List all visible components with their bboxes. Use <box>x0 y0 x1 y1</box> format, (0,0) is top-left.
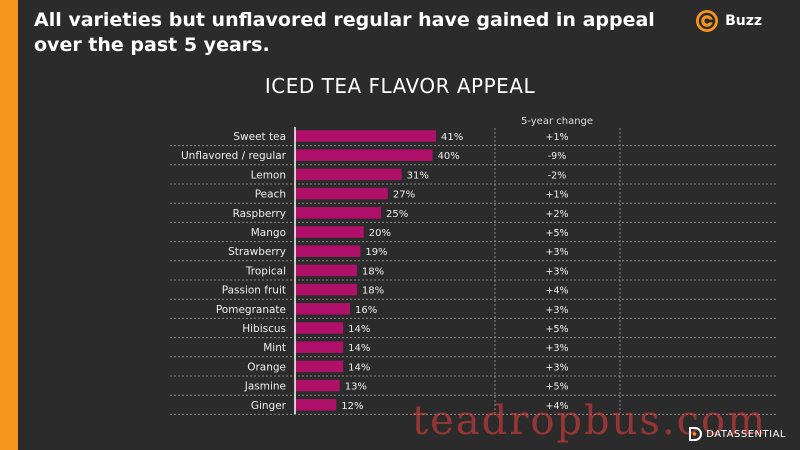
value-label: 19% <box>365 247 387 258</box>
category-label: Raspberry <box>233 208 286 220</box>
chart-title: ICED TEA FLAVOR APPEAL <box>264 74 536 98</box>
bar <box>295 379 340 392</box>
category-label: Peach <box>255 189 286 201</box>
value-label: 31% <box>407 170 429 181</box>
category-label: Jasmine <box>244 381 286 393</box>
category-label: Mint <box>263 342 286 354</box>
value-label: 14% <box>348 362 370 373</box>
change-value: -2% <box>548 170 567 181</box>
footer-logo: DATASSENTIAL <box>688 427 786 441</box>
bar <box>295 399 337 411</box>
change-value: +3% <box>545 362 568 373</box>
bar <box>295 187 388 200</box>
bar <box>295 130 436 142</box>
change-value: +2% <box>545 209 568 220</box>
watermark: teadropbus.com <box>412 398 768 444</box>
bar <box>295 149 433 161</box>
value-label: 27% <box>393 190 415 201</box>
brand: Buzz <box>695 9 762 33</box>
bar <box>295 168 402 181</box>
category-label: Unflavored / regular <box>181 150 287 162</box>
change-value: +1% <box>545 190 568 201</box>
bar <box>295 322 344 334</box>
value-label: 14% <box>348 343 370 354</box>
footer-logo-text: DATASSENTIAL <box>706 428 786 440</box>
category-label: Lemon <box>251 169 286 181</box>
bar <box>295 360 344 373</box>
change-value: -9% <box>548 151 567 162</box>
change-value: +5% <box>545 228 568 239</box>
value-label: 12% <box>341 401 363 412</box>
change-value: +3% <box>545 305 568 316</box>
category-label: Strawberry <box>228 246 286 258</box>
bar <box>295 245 361 257</box>
brand-name: Buzz <box>725 13 762 29</box>
category-label: Pomegranate <box>216 304 286 316</box>
category-label: Mango <box>251 227 286 239</box>
buzz-logo-icon <box>696 10 719 32</box>
category-label: Orange <box>247 361 286 373</box>
change-value: +1% <box>545 132 568 143</box>
category-label: Sweet tea <box>233 131 286 143</box>
category-label: Hibiscus <box>242 323 286 335</box>
change-value: +3% <box>545 247 568 258</box>
bar <box>295 264 357 277</box>
change-value: +3% <box>545 343 568 354</box>
value-label: 16% <box>355 305 377 316</box>
bar <box>295 283 357 296</box>
bar <box>295 303 351 315</box>
bar <box>295 207 381 219</box>
change-column-header: 5-year change <box>521 116 593 127</box>
datassential-logo-icon <box>689 427 703 441</box>
change-value: +5% <box>545 382 568 393</box>
change-value: +4% <box>545 401 568 412</box>
change-value: +4% <box>545 286 568 297</box>
value-label: 14% <box>348 324 370 335</box>
bar <box>295 226 364 238</box>
value-label: 41% <box>441 132 463 143</box>
change-value: +5% <box>545 324 568 335</box>
category-label: Passion fruit <box>222 285 286 297</box>
value-label: 18% <box>362 286 384 297</box>
value-label: 20% <box>369 228 391 239</box>
value-label: 18% <box>362 266 384 277</box>
category-label: Ginger <box>251 400 287 412</box>
value-label: 40% <box>438 151 460 162</box>
value-label: 25% <box>386 209 408 220</box>
accent-bar <box>0 0 18 450</box>
value-label: 13% <box>345 382 367 393</box>
category-label: Tropical <box>245 265 286 277</box>
headline: All varieties but unflavored regular hav… <box>34 9 655 56</box>
bar <box>295 341 344 353</box>
change-value: +3% <box>545 266 568 277</box>
